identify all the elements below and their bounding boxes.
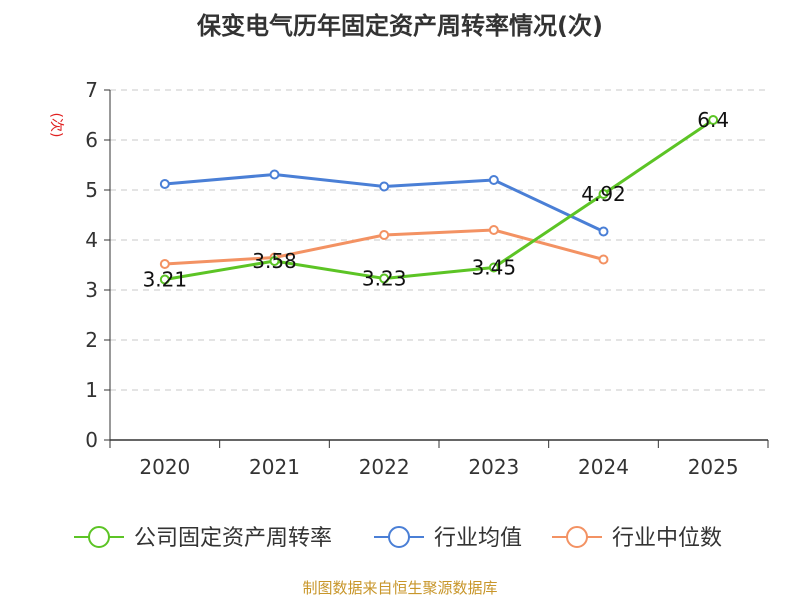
- y-tick-label: 0: [85, 428, 98, 452]
- legend: 公司固定资产周转率 行业均值 行业中位数: [74, 526, 722, 551]
- gridlines: [110, 89, 768, 391]
- legend-label: 行业中位数: [612, 526, 722, 551]
- data-point: [598, 189, 609, 199]
- legend-label: 公司固定资产周转率: [134, 526, 332, 551]
- data-point: [379, 230, 390, 240]
- y-tick-label: 1: [85, 378, 98, 402]
- legend-item: 行业均值: [374, 526, 522, 551]
- data-label: 6.4: [697, 108, 729, 132]
- data-point: [488, 175, 499, 185]
- data-label: 3.21: [143, 268, 188, 292]
- x-tick-label: 2020: [139, 455, 190, 479]
- legend-marker: [388, 526, 410, 548]
- data-label: 3.23: [362, 267, 407, 291]
- y-tick-label: 2: [85, 328, 98, 352]
- y-tick-label: 4: [85, 228, 98, 252]
- data-point: [159, 179, 170, 189]
- x-tick-label: 2022: [359, 455, 410, 479]
- data-point: [488, 262, 499, 273]
- data-labels: 3.21 3.58 3.23 3.45 4.92 6.4: [143, 108, 730, 292]
- data-label: 3.58: [252, 249, 297, 273]
- x-tick-labels: 2020 2021 2022 2023 2024 2025: [139, 455, 738, 479]
- data-point: [379, 181, 390, 192]
- y-axis-label: (次): [48, 113, 64, 138]
- x-tick-label: 2025: [688, 455, 739, 479]
- data-point: [598, 254, 609, 265]
- x-tick-label: 2024: [578, 455, 629, 479]
- data-point: [159, 274, 170, 285]
- data-point: [269, 169, 280, 180]
- x-tick-label: 2021: [249, 455, 300, 479]
- y-tick-label: 3: [85, 278, 98, 302]
- legend-item: 行业中位数: [552, 526, 722, 551]
- legend-label: 行业均值: [434, 526, 522, 551]
- data-label: 4.92: [581, 182, 626, 206]
- legend-marker: [88, 526, 110, 548]
- x-tick-label: 2023: [468, 455, 519, 479]
- data-point: [598, 226, 609, 237]
- y-tick-labels: 0 1 2 3 4 5 6 7: [85, 78, 98, 452]
- data-label: 3.45: [472, 256, 517, 280]
- series-lines: [159, 115, 719, 285]
- y-tick-label: 6: [85, 128, 98, 152]
- data-point: [379, 273, 390, 284]
- data-point: [488, 225, 499, 235]
- legend-marker: [566, 526, 588, 548]
- data-point: [708, 115, 719, 125]
- legend-item: 公司固定资产周转率: [74, 526, 332, 551]
- y-tick-label: 5: [85, 178, 98, 202]
- series-line: [164, 118, 715, 281]
- data-point: [269, 256, 280, 266]
- y-tick-label: 7: [85, 78, 98, 102]
- data-point: [159, 259, 170, 269]
- source-note: 制图数据来自恒生聚源数据库: [302, 579, 497, 597]
- axes: [104, 89, 769, 448]
- chart-title: 保变电气历年固定资产周转率情况(次): [196, 12, 603, 40]
